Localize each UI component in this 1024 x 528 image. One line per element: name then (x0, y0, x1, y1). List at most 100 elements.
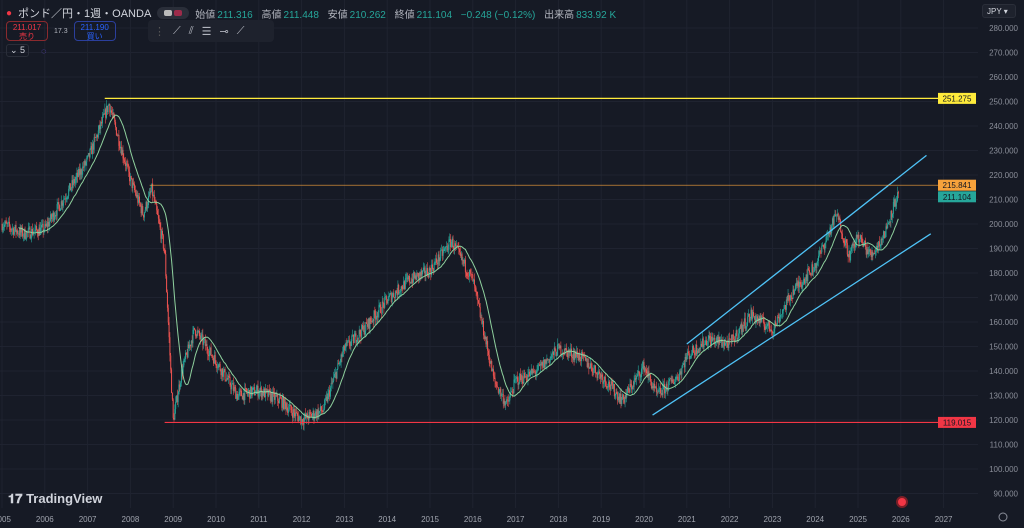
candle (803, 278, 805, 283)
candle (617, 396, 619, 401)
candle (642, 362, 644, 367)
candle (711, 336, 713, 341)
candle (27, 227, 29, 232)
candle (48, 222, 50, 226)
candle (94, 137, 96, 138)
fib-tool-icon[interactable]: ☰ (201, 25, 212, 38)
candle (210, 347, 212, 356)
candle (492, 369, 494, 376)
event-marker-icon[interactable] (896, 496, 908, 508)
candle (262, 391, 264, 396)
candle (245, 388, 247, 389)
candle (195, 335, 197, 337)
candle (73, 179, 75, 185)
candle (408, 276, 410, 280)
drag-handle-icon[interactable]: ⋮ (154, 25, 165, 38)
legend-header: ● ポンド／円・1週・OANDA 始値 211.316 高値 211.448 安値 2… (6, 5, 622, 21)
candle (135, 192, 137, 197)
candle (520, 375, 522, 381)
candle (267, 389, 269, 397)
horizontal-line-price-tag (938, 416, 976, 428)
candle (580, 359, 582, 362)
candle (273, 392, 275, 400)
trendline-tool-icon[interactable]: ⟋ (173, 24, 181, 37)
last-price-tag (938, 191, 976, 203)
candle (371, 321, 373, 323)
candle (60, 201, 62, 209)
x-tick-label: 2017 (507, 515, 525, 524)
candle (335, 372, 337, 379)
candle (629, 383, 631, 393)
candle (795, 282, 797, 285)
candle (515, 378, 517, 380)
candle (292, 409, 294, 418)
candle (866, 249, 868, 255)
candle (433, 263, 435, 272)
legend-toggle[interactable] (157, 7, 190, 19)
candle (329, 387, 331, 397)
candle (735, 330, 737, 337)
candle (3, 226, 5, 228)
candle (551, 354, 553, 358)
candle (341, 354, 343, 357)
candle (363, 325, 365, 335)
parallel-channel-tool-icon[interactable]: ⫽ (188, 24, 194, 37)
axis-settings-icon[interactable] (998, 512, 1008, 522)
candle (724, 341, 726, 346)
candle (552, 351, 554, 355)
candle (807, 268, 809, 281)
candle (226, 378, 228, 381)
candle (675, 377, 677, 379)
candle (501, 393, 503, 395)
candle (343, 345, 345, 351)
candle (386, 299, 388, 304)
candle (773, 328, 775, 333)
symbol-title[interactable]: ポンド／円・1週・OANDA (18, 8, 152, 20)
candle (854, 244, 856, 248)
buy-button[interactable]: 211.190 買い (73, 21, 116, 41)
currency-select[interactable]: JPY ▾ (982, 4, 1016, 18)
candle (604, 376, 606, 383)
indicator-collapse-button[interactable]: ⌄ 5 (6, 44, 30, 57)
candle (652, 386, 654, 389)
candle (129, 171, 131, 182)
candle (616, 392, 618, 394)
candle (407, 277, 409, 280)
sell-button[interactable]: 211.017 売り (6, 21, 48, 41)
candle (334, 374, 336, 378)
candle (588, 363, 590, 369)
candle (280, 398, 282, 399)
candle (180, 369, 182, 383)
candle (393, 293, 395, 298)
candle (841, 232, 843, 234)
candle (167, 307, 169, 323)
candle (459, 252, 461, 256)
candle (676, 376, 678, 378)
candle (286, 407, 288, 410)
candle (389, 294, 391, 296)
x-tick-label: 2010 (207, 515, 225, 524)
candle (685, 356, 687, 360)
candle (724, 342, 726, 346)
candle (845, 239, 847, 246)
candle (765, 327, 767, 330)
candle (213, 357, 215, 364)
ray-tool-icon[interactable]: ⟋ (236, 24, 245, 37)
candle (422, 267, 424, 271)
candle (31, 228, 33, 239)
candle (627, 387, 629, 393)
candle (224, 368, 226, 380)
candle (74, 180, 76, 184)
candle (257, 385, 259, 397)
candle (752, 312, 754, 320)
candle (260, 387, 262, 398)
candle (13, 229, 15, 235)
candle (352, 334, 354, 336)
candle (697, 350, 698, 354)
candle (445, 246, 447, 249)
candle (811, 264, 813, 276)
candle (663, 384, 665, 385)
candle (626, 392, 628, 398)
horizontal-ray-tool-icon[interactable]: ⊸ (219, 25, 229, 38)
